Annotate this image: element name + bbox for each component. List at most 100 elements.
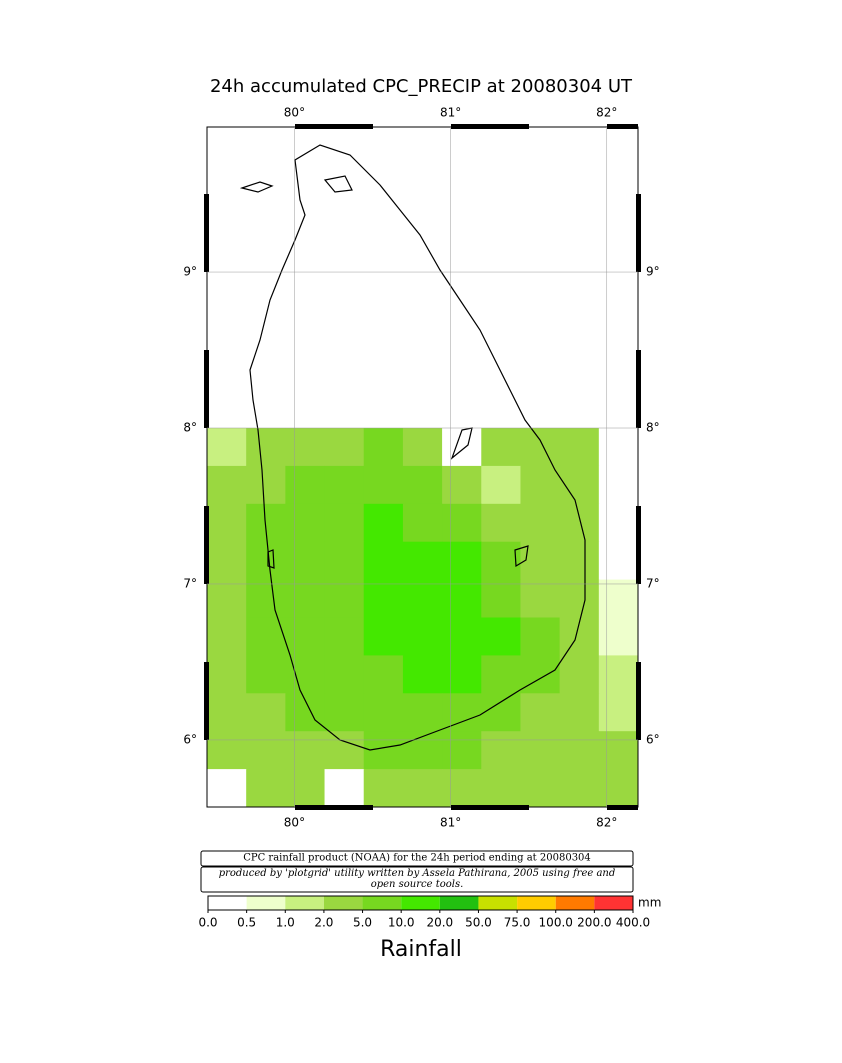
rainfall-grid <box>207 428 639 808</box>
colorbar-tick-label: 2.0 <box>314 916 333 930</box>
rain-cell <box>402 731 443 770</box>
rain-cell <box>442 579 482 619</box>
colorbar-swatch <box>517 896 556 910</box>
frame-bar <box>204 350 209 428</box>
rain-cell <box>598 579 639 619</box>
rain-cell <box>207 655 247 694</box>
island-outline <box>249 144 586 751</box>
frame-bar <box>607 124 638 129</box>
colorbar-tick-label: 75.0 <box>504 916 531 930</box>
rain-cell <box>285 617 326 656</box>
colorbar-swatch <box>439 896 479 910</box>
frame-bar <box>607 805 638 810</box>
y-tick-label: 7° <box>646 576 660 590</box>
colorbar-swatch <box>208 896 247 910</box>
rain-cell <box>285 428 326 467</box>
rain-cell <box>207 731 247 770</box>
frame-bar <box>451 805 529 810</box>
map-frame <box>204 124 641 810</box>
rain-cell <box>598 655 639 694</box>
rain-cell <box>207 617 247 656</box>
frame-bar <box>295 124 373 129</box>
rain-cell <box>207 465 247 505</box>
rain-cell <box>246 693 286 732</box>
graticule: 80° 80° 81° 81° 82° 82° 6° 6° 7° 7° 8° 8° 9° 9° <box>183 106 659 830</box>
rain-cell <box>442 769 482 808</box>
rain-cell <box>363 769 404 808</box>
rain-cell <box>559 693 600 732</box>
frame-bar <box>636 506 641 584</box>
rain-cell <box>442 731 482 770</box>
x-tick-label: 80° <box>284 816 305 830</box>
rain-cell <box>520 503 561 543</box>
colorbar-swatch <box>555 896 595 910</box>
y-tick-label: 8° <box>646 421 660 435</box>
colorbar-border <box>207 895 634 911</box>
credit-text: produced by 'plotgrid' utility written b… <box>218 868 616 890</box>
credit-box <box>200 866 634 893</box>
colorbar-swatch <box>594 896 633 910</box>
rain-cell <box>402 617 443 656</box>
rain-cell <box>520 731 561 770</box>
colorbar: 0.0 0.5 1.0 2.0 5.0 10.0 20.0 50.0 75.0 100.0 200.… <box>198 895 650 930</box>
rain-cell <box>481 579 521 619</box>
rain-cell <box>285 465 326 505</box>
rain-cell <box>207 693 247 732</box>
frame-bar <box>451 124 529 129</box>
colorbar-swatch <box>323 896 363 910</box>
frame-bar <box>636 350 641 428</box>
rain-cell <box>559 428 600 467</box>
rain-cell <box>598 465 639 505</box>
y-tick-label: 8° <box>183 421 197 435</box>
colorbar-swatch <box>285 896 324 910</box>
frame-bar <box>204 506 209 584</box>
frame-bar <box>636 662 641 740</box>
rain-cell <box>442 428 482 467</box>
colorbar-tick-label: 1.0 <box>276 916 295 930</box>
rain-cell <box>520 655 561 694</box>
rain-cell <box>520 693 561 732</box>
rain-cell <box>559 579 600 619</box>
rain-cell <box>598 541 639 581</box>
coastline <box>239 144 586 751</box>
rain-cell <box>520 428 561 467</box>
rain-cell <box>324 465 365 505</box>
rain-cell <box>598 769 639 808</box>
rain-cell <box>598 693 639 732</box>
y-tick-label: 7° <box>183 576 197 590</box>
rain-cell <box>324 579 365 619</box>
rain-cell <box>442 465 482 505</box>
rain-cell <box>598 731 639 770</box>
rain-cell <box>442 503 482 543</box>
colorbar-tick-label: 200.0 <box>577 916 611 930</box>
rain-cell <box>285 731 326 770</box>
rain-cell <box>363 579 404 619</box>
colorbar-tick-label: 50.0 <box>465 916 492 930</box>
lagoon <box>267 549 275 569</box>
credit-text: CPC rainfall product (NOAA) for the 24h … <box>243 853 591 864</box>
rain-cell <box>246 731 286 770</box>
rain-cell <box>207 541 247 581</box>
x-tick-label: 81° <box>440 106 461 120</box>
y-tick-label: 6° <box>183 732 197 746</box>
rain-cell <box>559 465 600 505</box>
rain-cell <box>402 428 443 467</box>
rain-cell <box>285 579 326 619</box>
rain-cell <box>402 693 443 732</box>
rain-cell <box>246 503 286 543</box>
x-tick-label: 81° <box>440 816 461 830</box>
rain-cell <box>481 503 521 543</box>
colorbar-tick-label: 5.0 <box>353 916 372 930</box>
rain-cell <box>481 693 521 732</box>
rain-cell <box>598 617 639 656</box>
rain-cell <box>363 617 404 656</box>
colorbar-swatch <box>362 896 402 910</box>
rain-cell <box>598 503 639 543</box>
colorbar-tick-label: 0.0 <box>198 916 217 930</box>
rain-cell <box>481 617 521 656</box>
rain-cell <box>363 465 404 505</box>
rain-cell <box>520 465 561 505</box>
reservoir <box>514 545 529 568</box>
rain-cell <box>207 428 247 467</box>
rain-cell <box>520 617 561 656</box>
